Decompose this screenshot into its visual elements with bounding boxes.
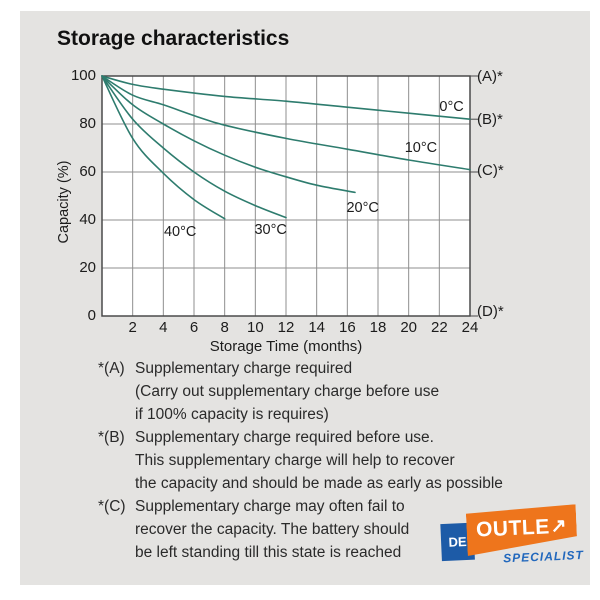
footnote-line: Supplementary charge may often fail to [135,498,405,515]
outlet-specialist-logo: DE OUTLE ↗ SPECIALIST [440,503,585,573]
footnote-c: *(C) Supplementary charge may often fail… [98,495,578,564]
footnote-line: the capacity and should be made as early… [135,475,503,492]
right-marker-label: (C)* [477,162,504,180]
footnote-tag: *(B) [98,429,125,446]
curve-30°C [101,75,287,219]
x-tick-label: 4 [159,319,168,336]
product-info-panel: Storage characteristics Capacity (%) Sto… [20,11,590,585]
y-tick-label: 80 [79,115,96,132]
footnote-line: Supplementary charge required [135,360,353,377]
y-axis-title: Capacity (%) [56,160,72,244]
right-marker-label: (D)* [477,302,504,320]
x-axis-title: Storage Time (months) [209,338,363,355]
footnote-b: *(B) Supplementary charge required befor… [98,426,578,495]
footnote-line: recover the capacity. The battery should [135,521,410,538]
right-marker-label: (B)* [477,110,503,128]
temp-label-30°C: 30°C [254,221,287,238]
footnote-line: (Carry out supplementary charge before u… [135,383,440,400]
curve-10°C [101,75,471,171]
temp-label-40°C: 40°C [163,224,197,240]
x-tick-label: 12 [277,319,295,336]
x-tick-label: 2 [128,319,137,336]
footnote-line: be left standing till this state is reac… [135,544,402,561]
curve-40°C [101,75,226,220]
footnote-a: *(A) Supplementary charge required (Carr… [98,357,578,426]
footnote-tag: *(C) [98,498,126,515]
curve-0°C [101,75,471,120]
x-tick-label: 22 [430,319,448,336]
storage-chart-plot [101,75,478,317]
temp-label-0°C: 0°C [439,99,464,116]
x-tick-label: 8 [220,319,229,336]
x-tick-label: 10 [246,319,264,336]
footnote-line: if 100% capacity is requires) [135,406,329,423]
x-tick-label: 18 [369,319,387,336]
x-tick-label: 24 [461,319,479,336]
footnote-line: Supplementary charge required before use… [135,429,434,446]
x-tick-label: 14 [308,319,325,336]
logo-specialist-text: SPECIALIST [502,547,585,566]
x-tick-label: 16 [338,319,356,336]
x-tick-label: 6 [189,319,199,336]
page-title: Storage characteristics [57,27,290,50]
y-tick-label: 60 [79,163,96,180]
footnote-tag: *(A) [98,360,125,377]
arrow-icon: ↗ [550,515,568,538]
y-tick-label: 0 [87,307,96,324]
footnote-line: This supplementary charge will help to r… [135,452,455,469]
logo-outlet-text: OUTLE [475,514,551,542]
temp-label-20°C: 20°C [346,200,379,216]
y-tick-label: 20 [79,259,96,276]
temp-label-10°C: 10°C [404,140,438,156]
y-tick-label: 100 [70,67,96,84]
footnotes: *(A) Supplementary charge required (Carr… [98,357,578,564]
right-marker-label: (A)* [477,67,503,85]
y-tick-label: 40 [79,211,96,228]
curve-20°C [101,75,356,194]
x-tick-label: 20 [400,319,417,336]
